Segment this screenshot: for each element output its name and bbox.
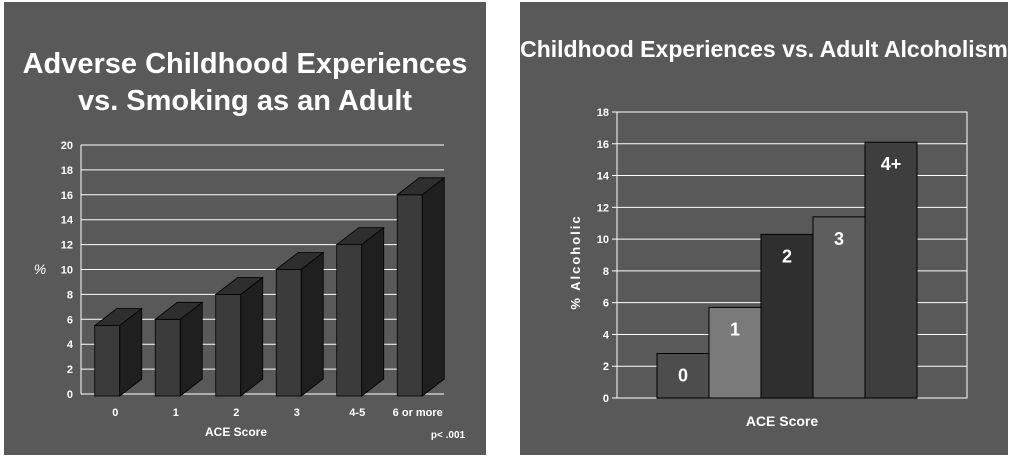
- y-tick-label: 4: [603, 329, 610, 341]
- bar: [335, 226, 385, 397]
- x-axis-title: ACE Score: [205, 425, 267, 439]
- bar-label: 4+: [881, 154, 902, 174]
- x-tick-label: 6 or more: [393, 407, 443, 419]
- bar: [154, 301, 204, 397]
- bar-side: [119, 307, 143, 397]
- bar: [864, 141, 918, 399]
- y-tick-label: 4: [67, 339, 74, 351]
- bar-label: 0: [678, 366, 688, 386]
- bar-side: [240, 276, 264, 397]
- significance-note: p< .001: [431, 430, 466, 441]
- y-tick-label: 10: [61, 265, 73, 277]
- bar: [93, 307, 143, 397]
- y-tick-label: 20: [61, 140, 73, 152]
- bar-front: [275, 269, 302, 397]
- y-tick-label: 18: [61, 165, 73, 177]
- y-axis-title: % Alcoholic: [568, 214, 583, 309]
- bar-front: [336, 244, 363, 397]
- y-tick-label: 16: [61, 190, 73, 202]
- bar: [656, 353, 710, 399]
- y-tick-label: 14: [597, 171, 610, 183]
- bar-front: [215, 293, 242, 397]
- y-tick-label: 8: [67, 289, 73, 301]
- y-tick-label: 8: [603, 266, 609, 278]
- y-tick-label: 6: [67, 314, 73, 326]
- bar: [275, 251, 325, 397]
- bar-side: [361, 226, 385, 397]
- y-axis-title: %: [34, 261, 46, 277]
- bar-front: [396, 194, 423, 397]
- bar-label: 2: [782, 246, 792, 266]
- y-tick-label: 16: [597, 139, 609, 151]
- smoking-chart-panel: Adverse Childhood Experiences vs. Smokin…: [4, 2, 486, 455]
- bar-label: 3: [834, 229, 844, 249]
- y-tick-label: 6: [603, 298, 609, 310]
- y-tick-label: 0: [67, 389, 73, 401]
- bar: [760, 233, 814, 399]
- alcoholism-chart-title: Childhood Experiences vs. Adult Alcoholi…: [520, 36, 1008, 62]
- y-tick-label: 18: [597, 107, 609, 119]
- x-axis-title: ACE Score: [746, 413, 819, 429]
- bar-front: [154, 318, 181, 397]
- y-tick-label: 10: [597, 234, 609, 246]
- x-tick-label: 2: [233, 407, 239, 419]
- bar: [396, 176, 446, 397]
- bar: [214, 276, 264, 397]
- x-tick-label: 4-5: [349, 407, 365, 419]
- bar-side: [300, 251, 324, 397]
- alcoholism-chart-panel: Childhood Experiences vs. Adult Alcoholi…: [520, 2, 1008, 455]
- x-tick-label: 3: [294, 407, 300, 419]
- bar-side: [421, 176, 445, 397]
- smoking-chart-title: Adverse Childhood Experiences vs. Smokin…: [22, 48, 468, 117]
- bar: [708, 306, 762, 399]
- bar-front: [94, 325, 121, 397]
- bar: [812, 216, 866, 399]
- y-tick-label: 12: [597, 202, 609, 214]
- x-tick-label: 0: [112, 407, 118, 419]
- y-tick-label: 2: [603, 361, 609, 373]
- bar-label: 1: [730, 319, 740, 339]
- y-tick-label: 12: [61, 240, 73, 252]
- y-tick-label: 2: [67, 364, 73, 376]
- y-tick-label: 14: [61, 215, 74, 227]
- bar-side: [179, 301, 203, 397]
- x-tick-label: 1: [173, 407, 179, 419]
- y-tick-label: 0: [603, 393, 609, 405]
